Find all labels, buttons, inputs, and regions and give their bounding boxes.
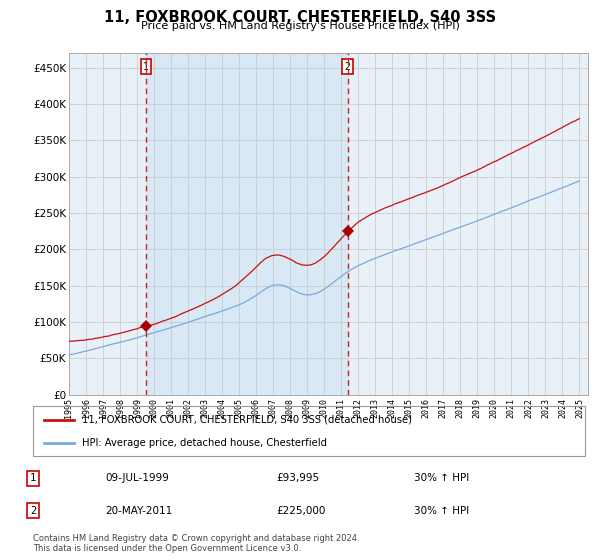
Text: 2: 2 (345, 62, 350, 72)
Text: 11, FOXBROOK COURT, CHESTERFIELD, S40 3SS: 11, FOXBROOK COURT, CHESTERFIELD, S40 3S… (104, 10, 496, 25)
Text: £225,000: £225,000 (276, 506, 325, 516)
Text: Contains HM Land Registry data © Crown copyright and database right 2024.
This d: Contains HM Land Registry data © Crown c… (33, 534, 359, 553)
Text: 09-JUL-1999: 09-JUL-1999 (105, 473, 169, 483)
Bar (146, 53, 348, 395)
Text: £93,995: £93,995 (276, 473, 319, 483)
Text: 1: 1 (143, 62, 149, 72)
Text: 30% ↑ HPI: 30% ↑ HPI (414, 506, 469, 516)
Text: HPI: Average price, detached house, Chesterfield: HPI: Average price, detached house, Ches… (82, 438, 326, 448)
Text: Price paid vs. HM Land Registry's House Price Index (HPI): Price paid vs. HM Land Registry's House … (140, 21, 460, 31)
Text: 30% ↑ HPI: 30% ↑ HPI (414, 473, 469, 483)
Text: 1: 1 (30, 473, 36, 483)
Text: 20-MAY-2011: 20-MAY-2011 (105, 506, 172, 516)
Text: 2: 2 (30, 506, 36, 516)
Text: 11, FOXBROOK COURT, CHESTERFIELD, S40 3SS (detached house): 11, FOXBROOK COURT, CHESTERFIELD, S40 3S… (82, 414, 412, 424)
